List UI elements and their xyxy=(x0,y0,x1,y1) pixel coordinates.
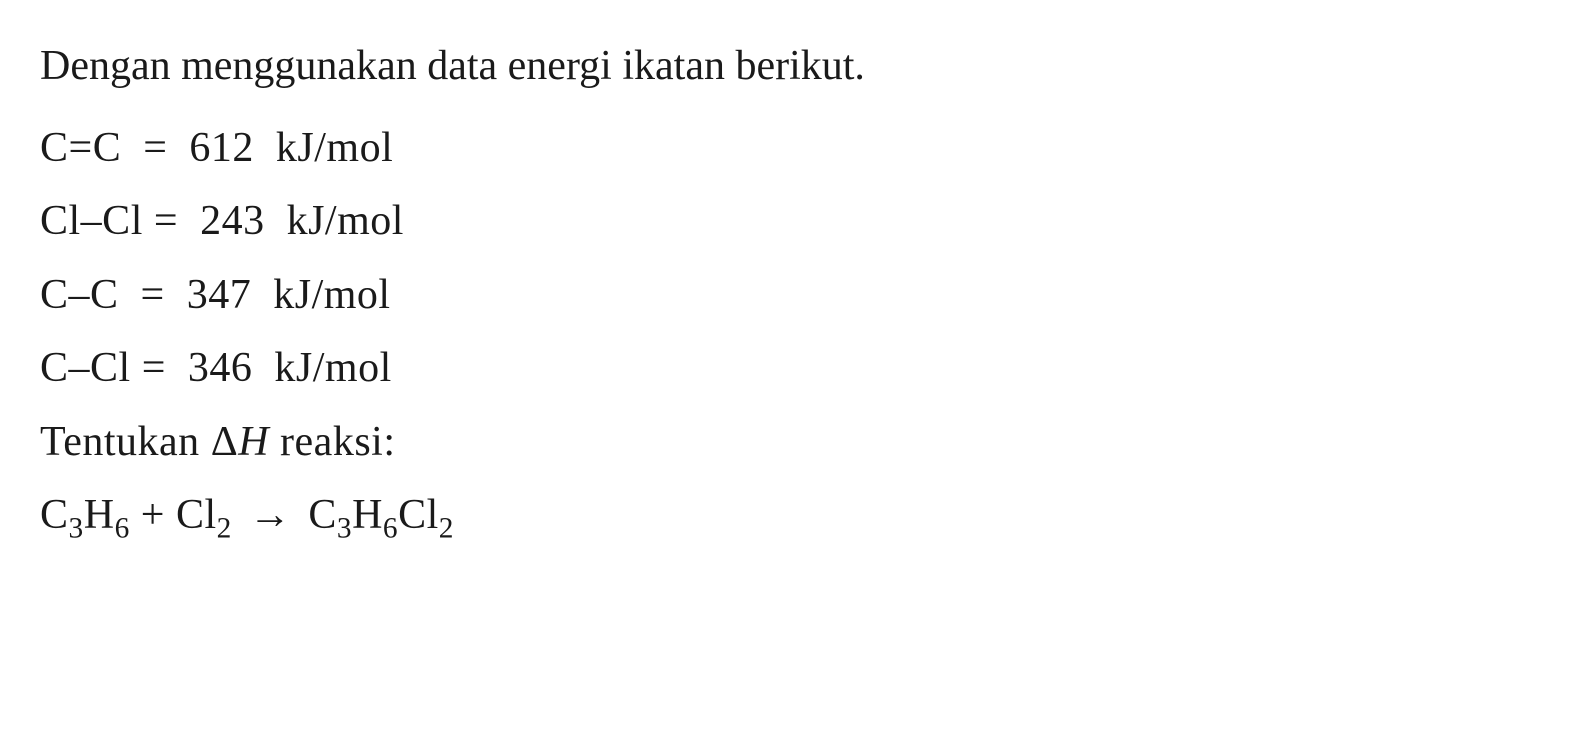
bond-lhs: C=C xyxy=(40,125,121,171)
elem: Cl xyxy=(398,492,439,538)
elem: C xyxy=(308,492,337,538)
intro-text: Dengan menggunakan data energi ikatan be… xyxy=(40,30,1534,104)
reactant-1: C3H6 xyxy=(40,492,130,538)
bond-row-3: C–Cl = 346 kJ/mol xyxy=(40,332,1534,406)
sub: 2 xyxy=(439,512,454,544)
bond-lhs: Cl–Cl xyxy=(40,198,143,244)
bond-val: 346 xyxy=(188,345,253,391)
bond-lhs: C–Cl xyxy=(40,345,131,391)
delta-symbol: Δ xyxy=(211,419,239,465)
sub: 3 xyxy=(69,512,84,544)
product-1: C3H6Cl2 xyxy=(308,492,454,538)
sub: 3 xyxy=(337,512,352,544)
bond-unit: kJ/mol xyxy=(276,125,393,171)
bond-unit: kJ/mol xyxy=(287,198,404,244)
bond-val: 612 xyxy=(189,125,254,171)
reaction-equation: C3H6 + Cl2 → C3H6Cl2 xyxy=(40,479,1534,553)
bond-row-2: C–C = 347 kJ/mol xyxy=(40,259,1534,333)
bond-lhs: C–C xyxy=(40,272,119,318)
reactant-2: Cl2 xyxy=(176,492,232,538)
bond-unit: kJ/mol xyxy=(273,272,390,318)
elem: H xyxy=(352,492,383,538)
bond-unit: kJ/mol xyxy=(274,345,391,391)
enthalpy-h: H xyxy=(238,419,269,465)
sub: 6 xyxy=(383,512,398,544)
bond-row-0: C=C = 612 kJ/mol xyxy=(40,112,1534,186)
elem: C xyxy=(40,492,69,538)
bond-row-1: Cl–Cl = 243 kJ/mol xyxy=(40,185,1534,259)
prompt-pre: Tentukan xyxy=(40,419,211,465)
reaction-arrow-icon: → xyxy=(243,479,298,553)
prompt-text: Tentukan ΔH reaksi: xyxy=(40,406,1534,480)
plus-sign: + xyxy=(130,492,176,538)
bond-val: 243 xyxy=(200,198,265,244)
sub: 2 xyxy=(217,512,232,544)
sub: 6 xyxy=(115,512,130,544)
elem: H xyxy=(84,492,115,538)
bond-val: 347 xyxy=(187,272,252,318)
elem: Cl xyxy=(176,492,217,538)
prompt-post: reaksi: xyxy=(269,419,395,465)
